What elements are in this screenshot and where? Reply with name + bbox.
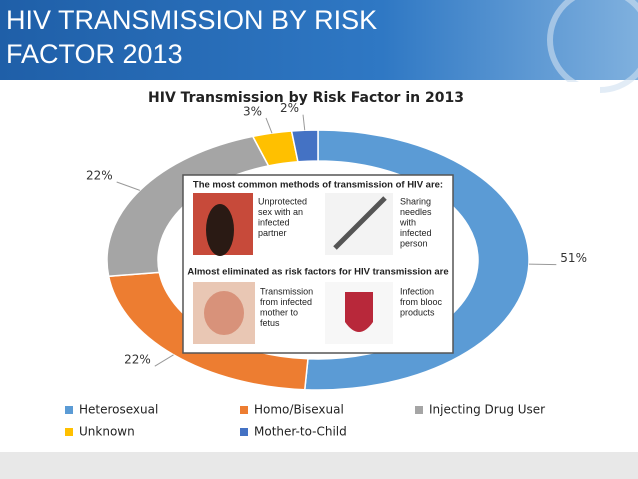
legend: Heterosexual Homo/Bisexual Injecting Drug …	[65, 403, 545, 439]
donut-slice	[290, 129, 319, 163]
leader-line	[302, 114, 306, 131]
header-band	[0, 0, 638, 80]
info-text: mother to	[260, 307, 298, 317]
info-text: infected	[258, 217, 290, 227]
info-text: sex with an	[258, 207, 303, 217]
legend-swatch	[65, 406, 73, 414]
info-text: infected	[400, 228, 432, 238]
legend-label: Unknown	[79, 425, 135, 439]
data-label: 51%	[560, 251, 587, 265]
header-title: FACTOR 2013	[6, 39, 183, 69]
leader-line	[265, 117, 273, 134]
legend-swatch	[65, 428, 73, 436]
header-title: HIV TRANSMISSION BY RISK	[6, 5, 377, 35]
info-text: from infected	[260, 297, 312, 307]
data-label: 2%	[280, 101, 299, 115]
legend-swatch	[240, 428, 248, 436]
info-heading: Almost eliminated as risk factors for HI…	[187, 267, 448, 278]
info-text: with	[399, 217, 416, 227]
fetus-shape	[204, 291, 244, 335]
data-label: 22%	[124, 353, 151, 367]
info-text: fetus	[260, 318, 280, 328]
info-text: Unprotected	[258, 196, 307, 206]
blood-bag	[345, 292, 373, 332]
info-heading: The most common methods of transmission …	[193, 180, 443, 191]
info-text: partner	[258, 228, 287, 238]
legend-label: Mother-to-Child	[254, 425, 347, 439]
leader-line	[154, 354, 174, 367]
info-text: Sharing	[400, 196, 431, 206]
data-label: 3%	[243, 104, 262, 118]
info-text: products	[400, 307, 435, 317]
donut-slice	[303, 129, 530, 391]
info-text: needles	[400, 207, 432, 217]
donut: 51% 22% 22% 3% 2%	[86, 101, 587, 391]
info-box: The most common methods of transmission …	[182, 174, 454, 354]
syringe-shape	[333, 196, 387, 250]
leader-line	[116, 181, 141, 191]
chart-title: HIV Transmission by Risk Factor in 2013	[148, 90, 464, 106]
legend-swatch	[240, 406, 248, 414]
legend-label: Heterosexual	[79, 403, 158, 417]
info-text: Infection	[400, 286, 434, 296]
legend-swatch	[415, 406, 423, 414]
info-text: person	[400, 238, 428, 248]
info-text: from blooc	[400, 297, 443, 307]
legend-label: Homo/Bisexual	[254, 403, 344, 417]
legend-label: Injecting Drug User	[429, 403, 545, 417]
footer-band	[0, 452, 638, 479]
image-silhouette	[206, 204, 234, 256]
info-text: Transmission	[260, 286, 313, 296]
data-label: 22%	[86, 168, 113, 182]
